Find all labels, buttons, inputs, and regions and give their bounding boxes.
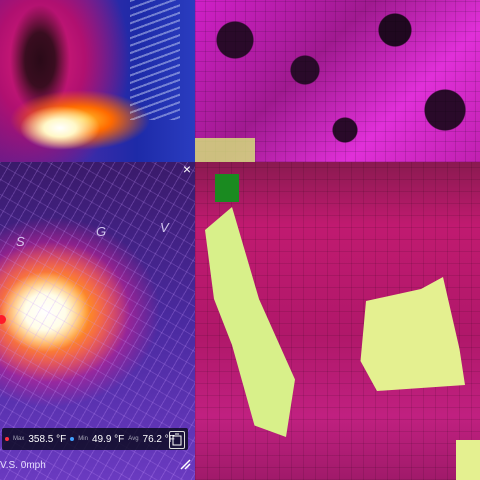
thermal-zoom-pixels <box>195 0 480 162</box>
smoke-streak <box>130 0 180 120</box>
hot-shape-left <box>205 207 295 437</box>
warm-region <box>195 138 255 162</box>
close-icon[interactable]: × <box>182 162 191 177</box>
cool-region <box>215 174 239 202</box>
vegetation-texture <box>0 162 195 480</box>
max-label: Max <box>13 436 25 442</box>
thermal-camera-view: S G V × Max 358.5 °F Min 49.9 °F Avg 76.… <box>0 162 195 480</box>
overlay-letter: G <box>96 224 107 239</box>
temperature-stats-bar: Max 358.5 °F Min 49.9 °F Avg 76.2 °F <box>2 428 188 450</box>
overlay-letter: S <box>16 234 25 249</box>
thermal-zoom-hotspots <box>195 162 480 480</box>
capture-icon[interactable] <box>169 431 185 449</box>
min-label: Min <box>78 436 88 442</box>
speed-readout: V.S. 0mph <box>0 460 46 471</box>
thermal-view-fire <box>0 0 195 162</box>
max-value: 358.5 °F <box>28 433 67 445</box>
overlay-letter: V <box>160 220 169 235</box>
resize-icon[interactable] <box>179 458 191 470</box>
hot-shape-right <box>360 277 465 391</box>
hotspot-marker <box>0 315 6 324</box>
avg-label: Avg <box>128 436 139 442</box>
max-marker-icon <box>5 437 9 441</box>
avg-value: 76.2 °F <box>142 433 175 445</box>
min-value: 49.9 °F <box>91 433 125 445</box>
min-marker-icon <box>70 437 75 441</box>
hot-corner <box>456 440 480 480</box>
